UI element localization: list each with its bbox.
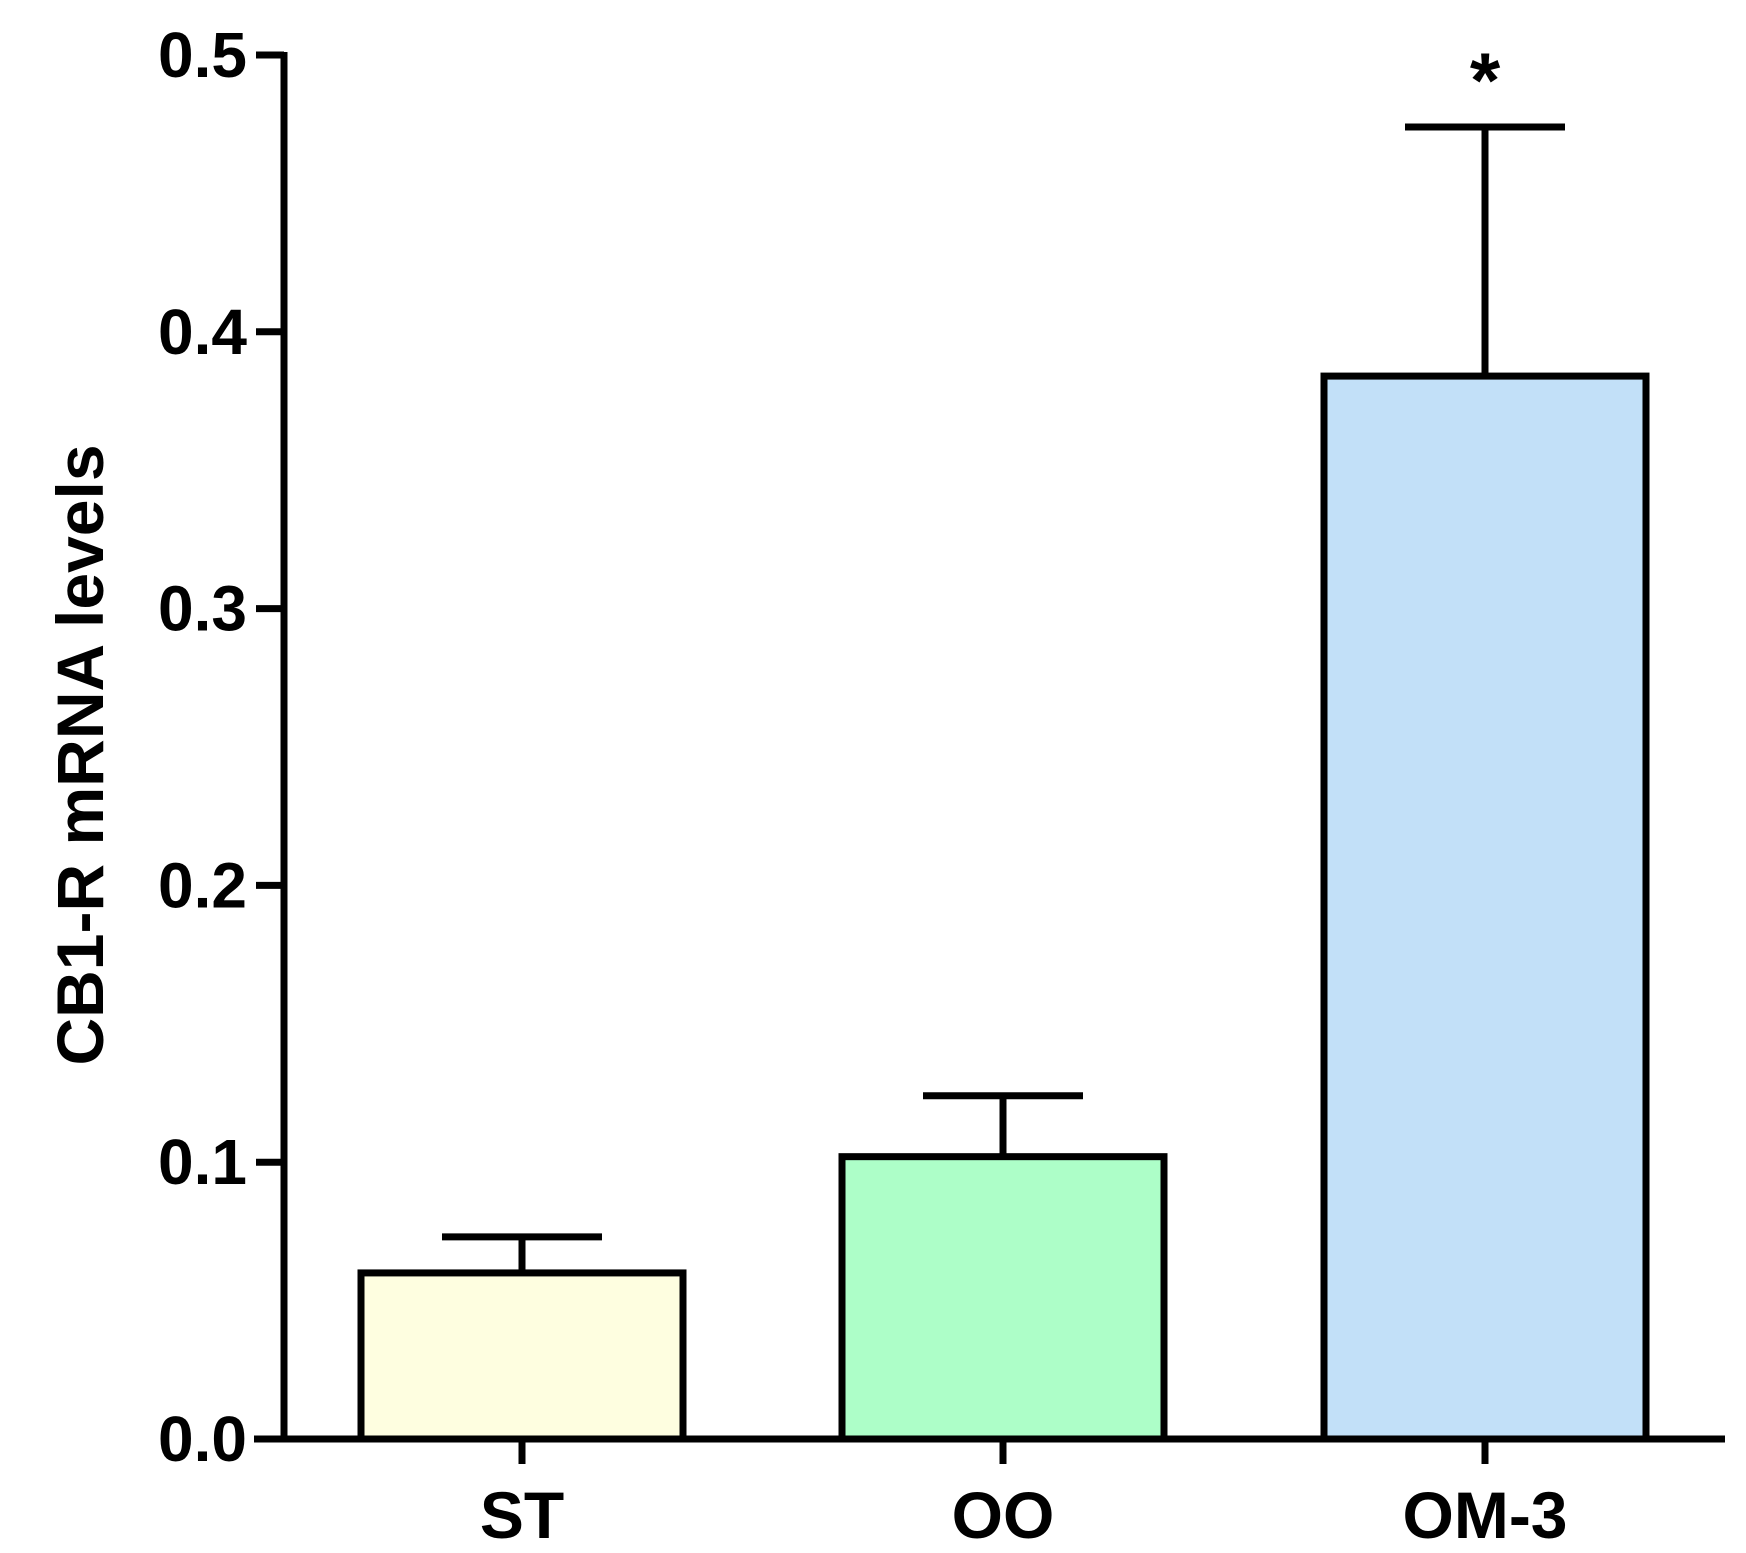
y-tick-label-3: 0.3 bbox=[158, 573, 247, 645]
y-tick-label-2: 0.2 bbox=[158, 849, 247, 921]
y-axis-title: CB1-R mRNA levels bbox=[43, 444, 117, 1065]
x-tick-label-2: OM-3 bbox=[1403, 1478, 1568, 1552]
y-tick-label-0: 0.0 bbox=[158, 1403, 247, 1475]
bar-om-3 bbox=[1320, 372, 1650, 1443]
bars: * bbox=[357, 36, 1650, 1443]
y-tick-label-1: 0.1 bbox=[158, 1126, 247, 1198]
significance-marker: * bbox=[1470, 36, 1501, 124]
bar-st bbox=[357, 1269, 687, 1443]
x-tick-label-0: ST bbox=[480, 1478, 564, 1552]
y-axis-ticks: 0.0 0.1 0.2 0.3 0.4 0.5 bbox=[158, 19, 284, 1475]
bar-oo bbox=[838, 1153, 1168, 1443]
y-tick-label-5: 0.5 bbox=[158, 19, 247, 91]
y-tick-label-4: 0.4 bbox=[158, 296, 247, 368]
x-tick-label-1: OO bbox=[952, 1478, 1055, 1552]
x-axis-ticks: ST OO OM-3 bbox=[480, 1439, 1568, 1552]
